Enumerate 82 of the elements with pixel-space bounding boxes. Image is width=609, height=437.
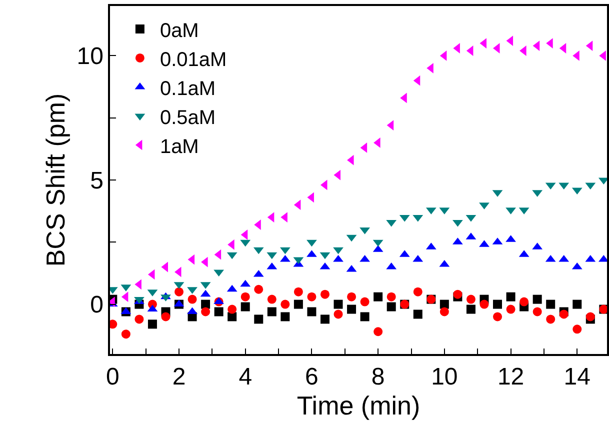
point (267, 307, 276, 316)
legend-label: 0.01aM (160, 48, 227, 71)
point (532, 40, 540, 51)
point (347, 304, 356, 314)
point (148, 320, 157, 329)
point (254, 314, 264, 324)
point (572, 300, 582, 309)
point (228, 304, 237, 314)
point (440, 50, 447, 61)
legend-label: 0aM (160, 20, 199, 42)
x-axis-title: Time (min) (296, 390, 420, 421)
point (320, 314, 330, 324)
point (440, 300, 449, 309)
point (506, 304, 516, 314)
y-tick-label: 0 (90, 292, 104, 319)
point (559, 43, 566, 54)
point (413, 310, 422, 319)
point (466, 304, 476, 314)
point (267, 294, 276, 304)
point (347, 292, 356, 302)
point (466, 294, 476, 304)
x-tick-label: 4 (238, 364, 252, 391)
point (161, 312, 170, 322)
point (360, 297, 370, 306)
point (559, 310, 568, 319)
point (506, 36, 514, 46)
point (307, 307, 316, 316)
point (374, 327, 383, 336)
point (240, 292, 250, 302)
point (360, 312, 370, 322)
point (214, 307, 224, 316)
point (493, 312, 502, 322)
x-tick-label: 6 (305, 364, 318, 391)
point (532, 307, 542, 316)
legend-label: 0.1aM (160, 78, 216, 100)
point (254, 284, 264, 294)
point (546, 314, 556, 324)
x-tick-label: 2 (172, 364, 186, 391)
point (386, 292, 396, 302)
legend-label: 0.5aM (160, 106, 216, 129)
point (386, 302, 396, 312)
point (134, 314, 144, 324)
point (520, 297, 529, 306)
x-tick-label: 10 (431, 364, 458, 391)
point (201, 307, 210, 316)
point (240, 302, 250, 312)
point (546, 300, 556, 309)
x-tick-label: 8 (371, 364, 385, 391)
point (280, 312, 290, 322)
point (572, 324, 582, 334)
point (306, 240, 317, 247)
point (413, 287, 422, 296)
point (466, 46, 474, 56)
point (360, 227, 370, 234)
point (267, 212, 274, 222)
point (280, 300, 290, 309)
y-tick-label: 10 (76, 43, 104, 70)
point (334, 310, 343, 319)
point (294, 300, 303, 309)
point (480, 300, 489, 309)
y-axis-title: BCS Shift (pm) (40, 93, 71, 267)
point (188, 294, 197, 304)
point (307, 292, 316, 302)
point (121, 330, 130, 339)
point (586, 312, 595, 322)
point (532, 294, 542, 304)
point (174, 287, 184, 296)
point (586, 40, 593, 51)
point (453, 290, 462, 299)
point (333, 247, 344, 254)
point (334, 300, 343, 309)
point (320, 290, 330, 299)
point (440, 307, 449, 316)
x-tick-label: 12 (497, 364, 524, 391)
y-tick-label: 5 (90, 167, 104, 194)
point (493, 300, 502, 309)
point (228, 312, 237, 322)
point (506, 292, 516, 302)
point (294, 287, 303, 296)
point (374, 292, 383, 302)
x-tick-label: 14 (564, 364, 590, 391)
legend-label: 1aM (160, 136, 199, 158)
